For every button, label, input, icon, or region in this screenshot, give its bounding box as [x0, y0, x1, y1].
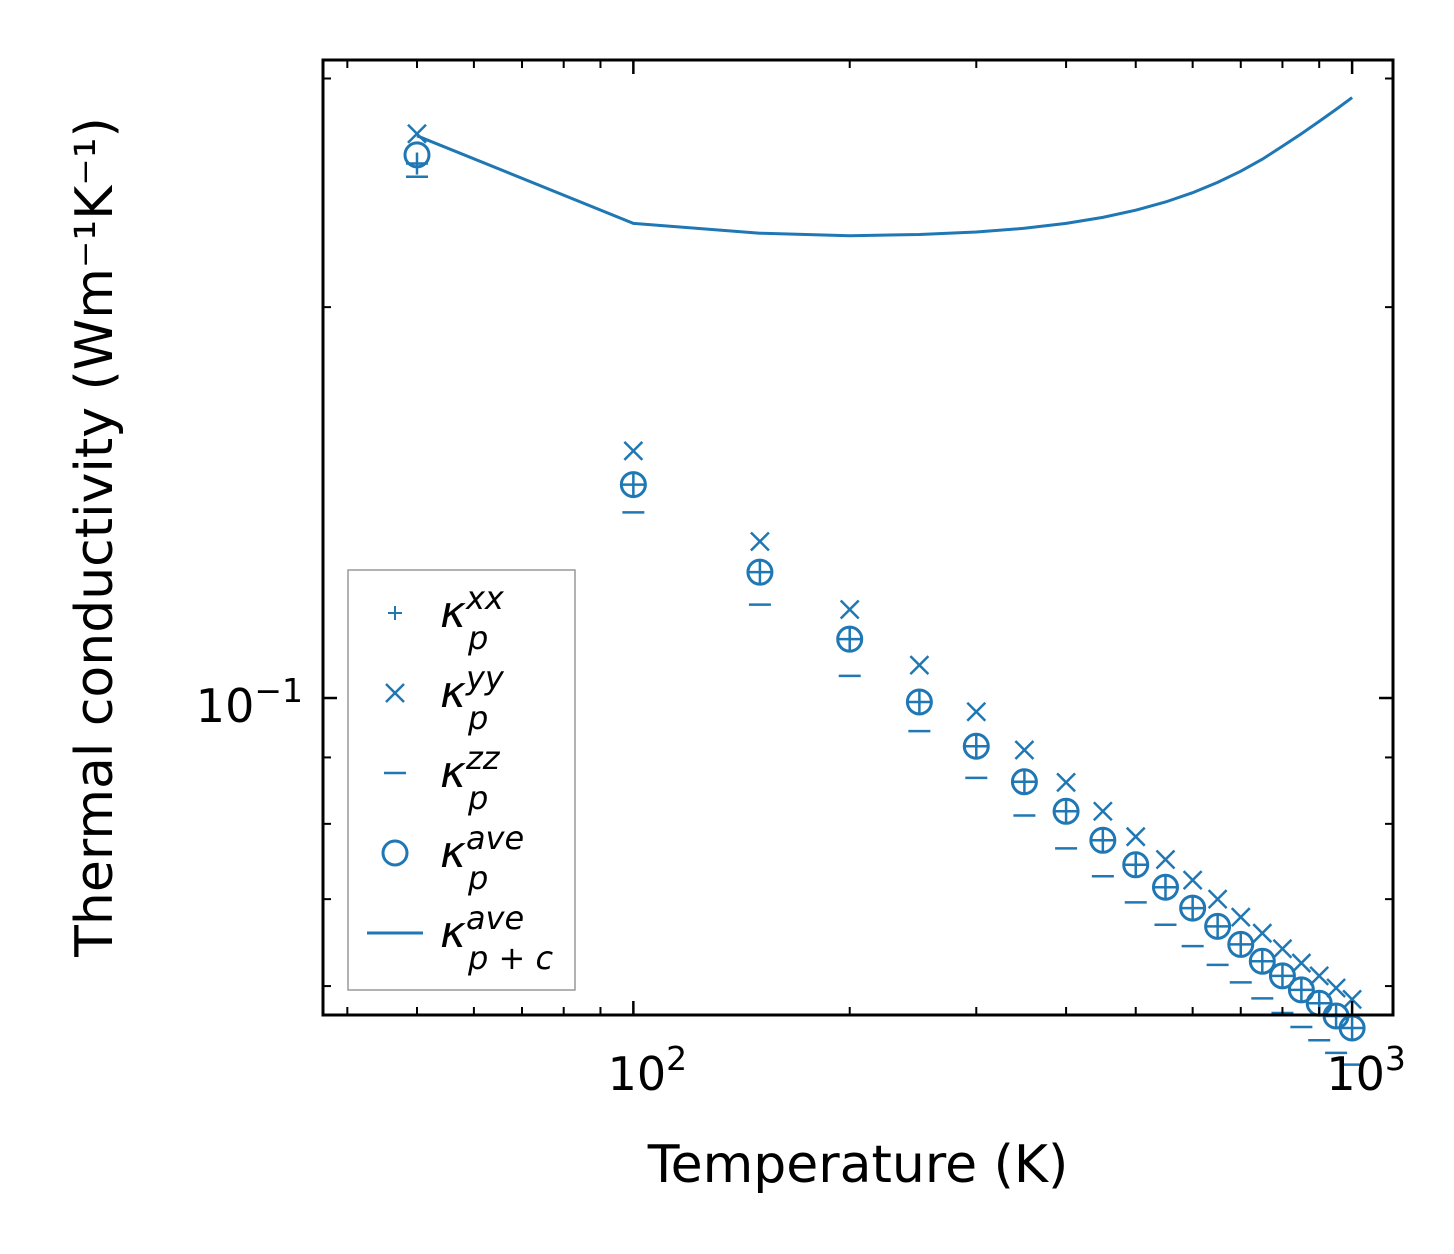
point-kappa_p^xx: [1181, 897, 1204, 920]
point-kappa_p^yy: [1272, 938, 1293, 959]
cross-b: [909, 655, 930, 676]
cross-b: [1342, 989, 1362, 1010]
point-kappa_p^yy: [1309, 965, 1330, 986]
cross-b: [1182, 870, 1203, 891]
point-kappa_p^yy: [1014, 740, 1035, 760]
cross-b: [1207, 889, 1228, 910]
cross-b: [1291, 953, 1312, 973]
point-kappa_p^xx: [1271, 964, 1294, 987]
cross-b: [623, 440, 644, 461]
legend-marker: [385, 683, 405, 703]
legend-label: κave p + c: [440, 899, 553, 977]
point-kappa_p^ave: [1010, 768, 1038, 796]
point-kappa_p^yy: [1230, 907, 1251, 928]
series-kappa_p^xx: [405, 152, 1364, 1040]
point-kappa_p^ave: [962, 732, 990, 760]
point-kappa_p^yy: [407, 123, 427, 144]
legend-marker: [388, 606, 402, 620]
y-tick-label: 10−1: [196, 671, 303, 733]
cross-b: [966, 701, 987, 722]
point-kappa_p^ave: [836, 625, 864, 653]
cross-b: [750, 531, 770, 552]
point-kappa_p^yy: [1056, 772, 1076, 793]
x-axis-label: Temperature (K): [647, 1135, 1069, 1195]
point-kappa_p^yy: [909, 655, 930, 676]
point-kappa_p^ave: [746, 558, 774, 586]
legend-label: κxx p: [440, 579, 505, 657]
point-kappa_p^yy: [1155, 849, 1176, 870]
cross-b: [839, 599, 860, 620]
point-kappa_p^xx: [1124, 853, 1147, 876]
point-kappa_p^yy: [966, 701, 987, 722]
cross-b: [1230, 907, 1251, 928]
point-kappa_p^yy: [1291, 953, 1312, 973]
point-kappa_p^yy: [839, 599, 860, 620]
x-tick-label: 103: [1326, 1039, 1406, 1101]
legend-label: κzz p: [440, 739, 501, 817]
point-kappa_p^ave: [1151, 873, 1179, 901]
point-kappa_p^xx: [1091, 829, 1114, 852]
cross-b: [1272, 938, 1293, 959]
point-kappa_p^xx: [1206, 915, 1229, 938]
cross-b: [1125, 826, 1146, 847]
point-kappa_p^xx: [622, 473, 645, 496]
cross-b: [1252, 923, 1273, 944]
cross-b: [1309, 965, 1330, 986]
point-kappa_p^xx: [748, 561, 771, 584]
point-kappa_p^yy: [1207, 889, 1228, 910]
point-kappa_p^ave: [1287, 976, 1315, 1004]
legend-label: κave p: [440, 819, 524, 897]
line-kappa_p+c^ave: [416, 96, 1353, 238]
point-kappa_p^yy: [1092, 801, 1113, 822]
point-kappa_p^yy: [1252, 923, 1273, 944]
point-kappa_p^yy: [623, 440, 644, 461]
point-kappa_p^ave: [1248, 947, 1276, 975]
point-kappa_p^xx: [965, 735, 988, 758]
cross-b: [1056, 772, 1076, 793]
point-kappa_p^ave: [905, 688, 933, 716]
point-kappa_p^xx: [1154, 876, 1177, 899]
cross-b: [1326, 978, 1346, 998]
point-kappa_p^ave: [1089, 826, 1117, 854]
point-kappa_p^xx: [908, 690, 931, 713]
legend-box: [347, 569, 576, 991]
legend-marker: [381, 839, 409, 867]
point-kappa_p^ave: [1268, 962, 1296, 990]
legend-label: κyy p: [440, 659, 505, 737]
point-kappa_p^xx: [838, 628, 861, 651]
point-kappa_p^ave: [1179, 894, 1207, 922]
point-kappa_p^yy: [1342, 989, 1362, 1010]
point-kappa_p^ave: [1052, 797, 1080, 825]
cross-b: [407, 123, 427, 144]
point-kappa_p^xx: [1055, 800, 1078, 823]
point-kappa_p^xx: [1290, 978, 1313, 1001]
point-kappa_p^ave: [1227, 930, 1255, 958]
y-axis-label: Thermal conductivity (Wm⁻¹K⁻¹): [65, 117, 125, 958]
point-kappa_p^ave: [619, 471, 647, 499]
point-kappa_p^yy: [1182, 870, 1203, 891]
point-kappa_p^yy: [1125, 826, 1146, 847]
cross-b: [1092, 801, 1113, 822]
series-kappa_p+c^ave: [416, 96, 1353, 238]
plot-area: [403, 96, 1366, 1066]
point-kappa_p^yy: [750, 531, 770, 552]
point-kappa_p^ave: [1204, 912, 1232, 940]
point-kappa_p^xx: [1013, 770, 1036, 793]
tick-labels: 102 103 10−1: [196, 671, 1406, 1101]
cross-b: [1014, 740, 1035, 760]
plot-frame: [321, 58, 1395, 1017]
series-kappa_p^ave: [403, 141, 1366, 1042]
point-kappa_p^ave: [403, 141, 431, 169]
point-kappa_p^xx: [1341, 1017, 1364, 1040]
point-kappa_p^xx: [1251, 950, 1274, 973]
cross-b: [385, 683, 405, 703]
point-kappa_p^yy: [1326, 978, 1346, 998]
point-kappa_p^ave: [1122, 851, 1150, 879]
x-tick-label: 102: [608, 1039, 688, 1101]
point-kappa_p^xx: [1229, 933, 1252, 956]
cross-b: [1155, 849, 1176, 870]
